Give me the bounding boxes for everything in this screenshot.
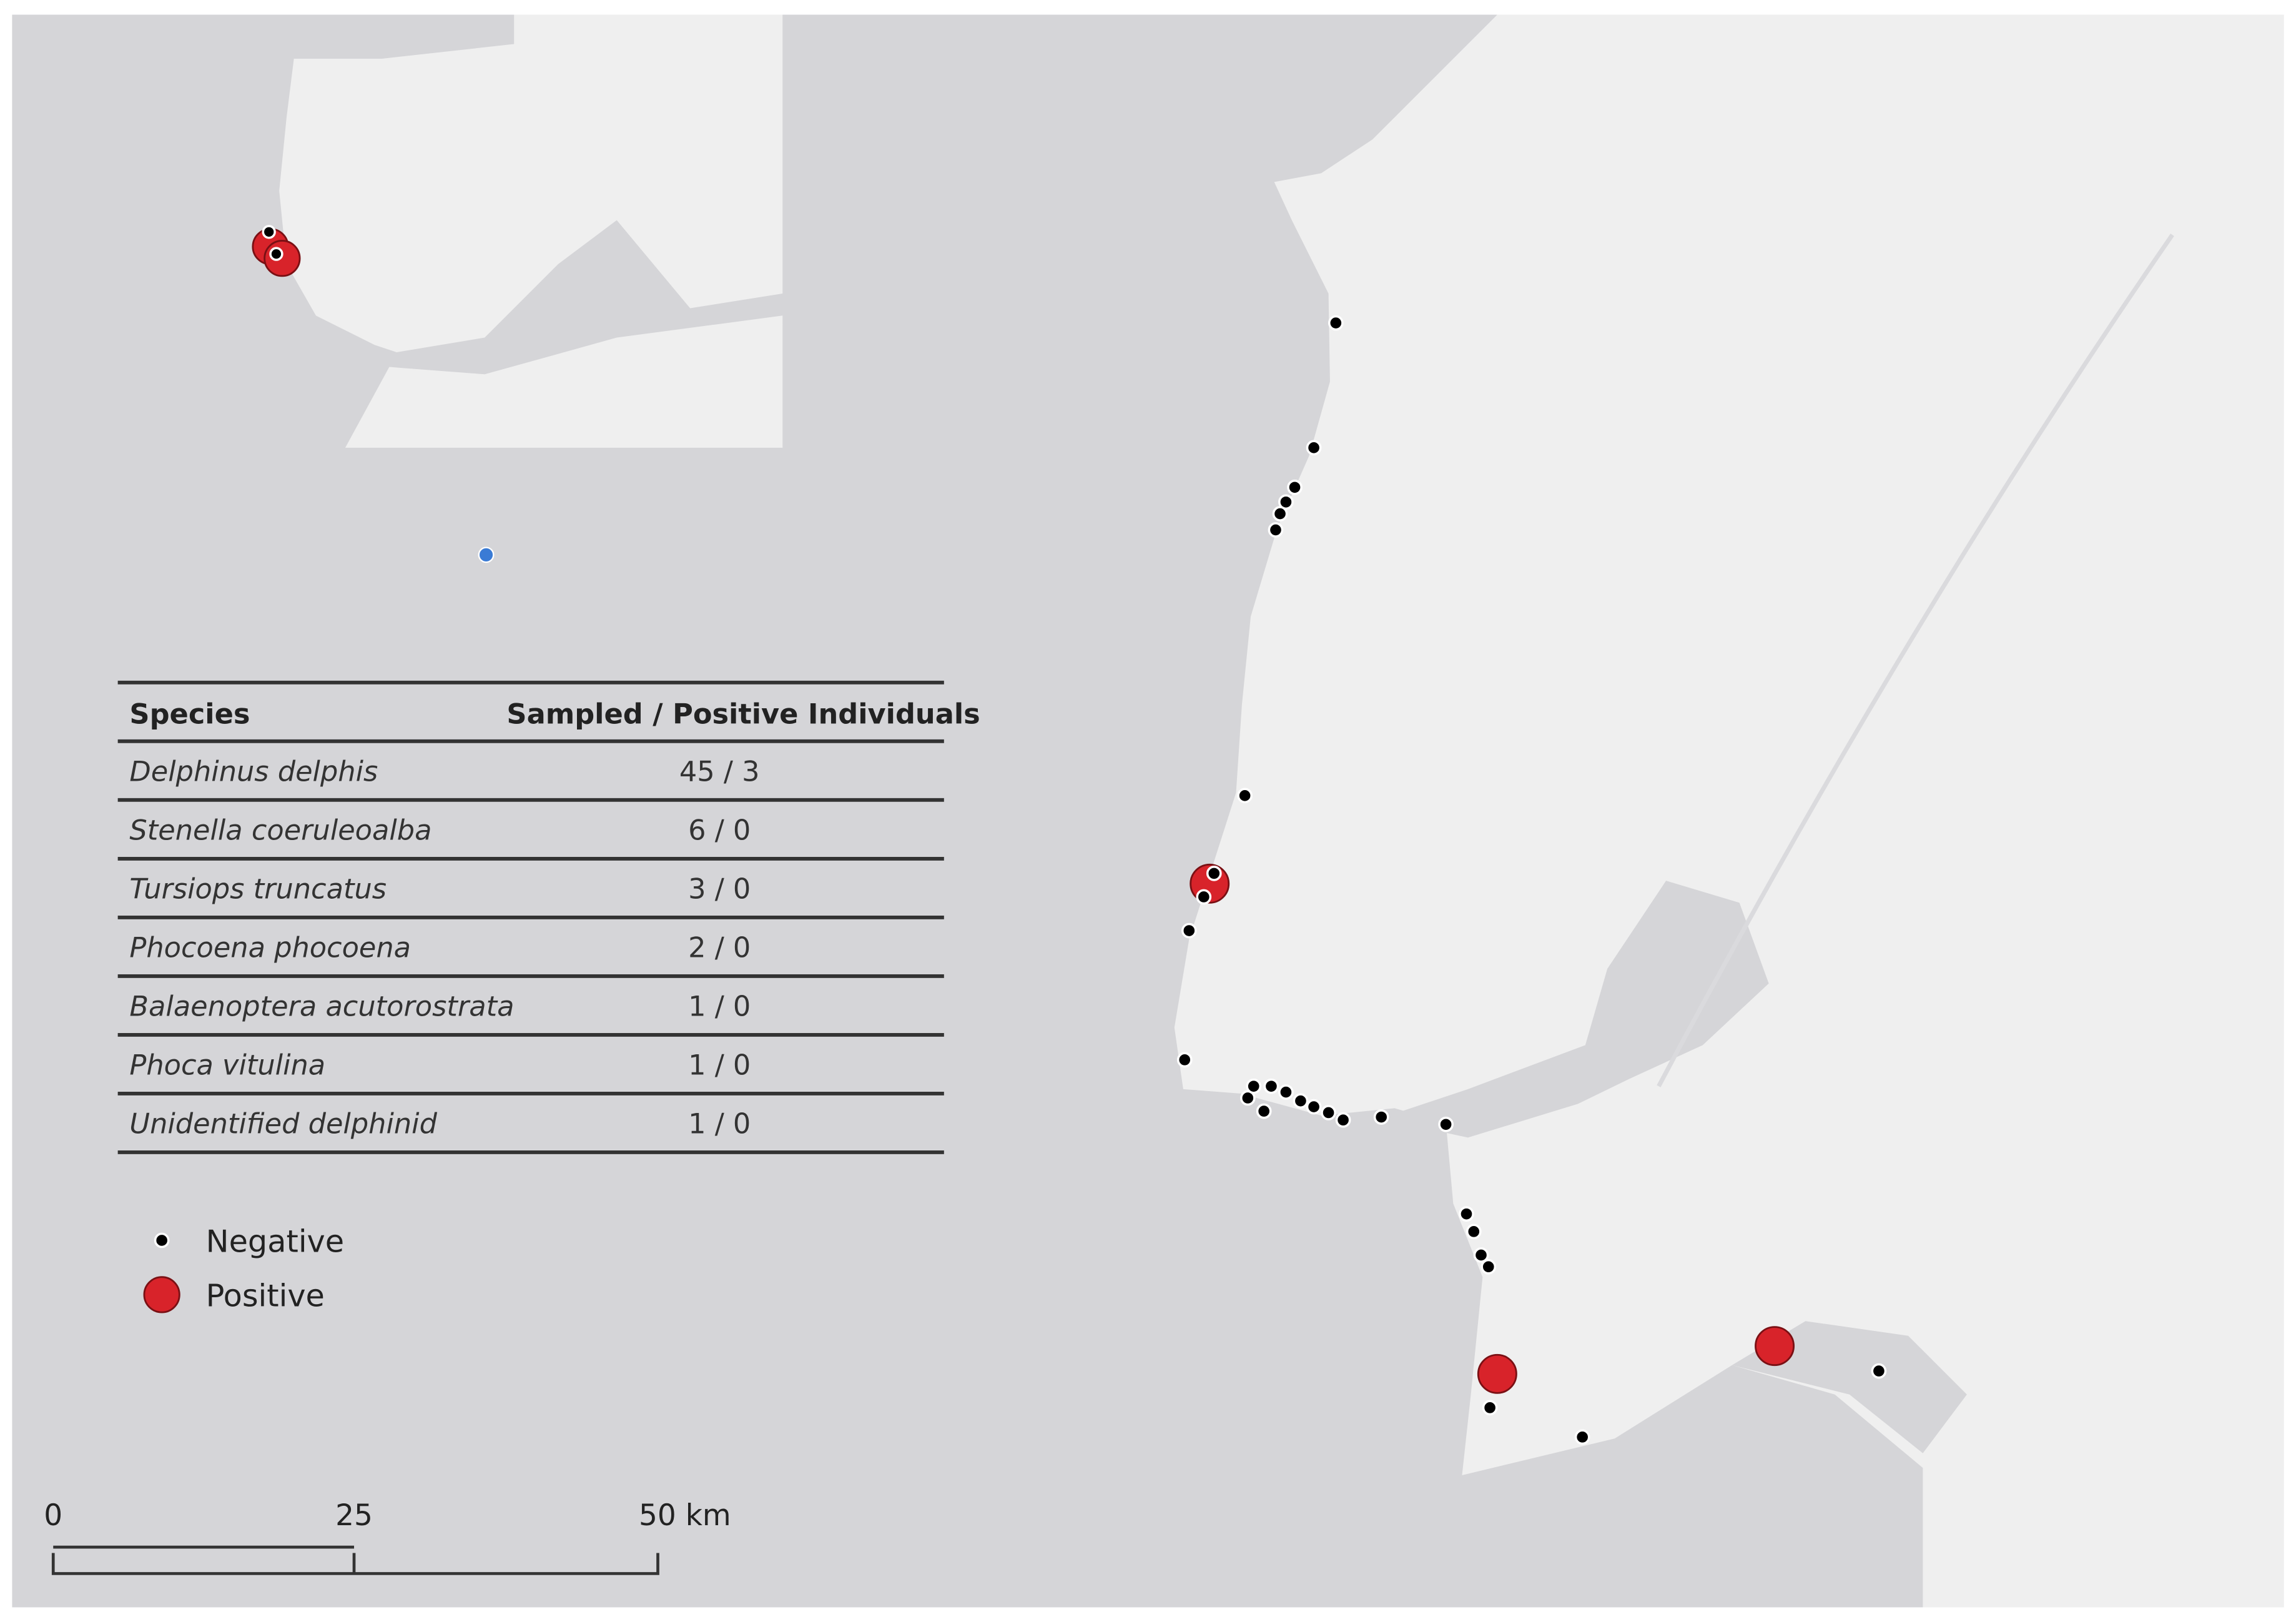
negative-point [1473,1247,1489,1263]
negative-point [1574,1429,1590,1445]
negative-point [1272,506,1288,522]
species-name: Delphinus delphis [129,755,378,788]
estuary [1379,881,1769,1138]
negative-point [1181,922,1197,939]
negative-point [1481,1259,1497,1275]
negative-point [1287,479,1303,495]
legend-symbol [143,1276,180,1313]
scale-label: 0 [44,1498,62,1533]
legend-label: Negative [206,1224,344,1260]
negative-point [1176,1052,1193,1068]
land [1174,14,2284,1608]
negative-point [1466,1224,1482,1240]
sample-count: 1 / 0 [688,1049,751,1081]
location-marker [478,546,495,563]
positive-point [1477,1353,1517,1394]
negative-point [1459,1206,1474,1222]
sample-count: 3 / 0 [688,873,751,905]
negative-point [1263,1078,1279,1094]
sample-count: 6 / 0 [688,814,751,846]
negative-point [1438,1116,1454,1132]
negative-point [1239,1090,1256,1106]
negative-point [1293,1093,1309,1109]
species-table: Species Sampled / Positive Individuals D… [117,680,980,1154]
negative-point [1256,1103,1272,1119]
negative-point [1482,1400,1498,1416]
table-header: Sampled / Positive Individuals [506,698,980,731]
inset-negative [269,247,283,261]
positive-point [1755,1326,1795,1367]
species-name: Phoca vitulina [129,1049,325,1081]
species-name: Balaenoptera acutorostrata [129,990,514,1022]
sample-count: 1 / 0 [688,1107,751,1140]
inset-negative [262,225,276,239]
negative-point [1237,788,1253,804]
negative-point [1306,1099,1322,1115]
scale-line [51,1545,659,1575]
scale-label: 50 km [639,1498,731,1533]
inset-positive [264,240,301,277]
species-name: Stenella coeruleoalba [129,814,431,846]
scale-label: 25 [335,1498,373,1533]
negative-point [1206,866,1222,881]
negative-point [1268,522,1284,538]
negative-point [1196,889,1212,905]
species-name: Phocoena phocoena [129,931,411,964]
legend: Negative Positive [143,1224,344,1314]
species-name: Tursiops truncatus [129,873,387,905]
legend-symbol [154,1232,170,1249]
negative-point [1321,1105,1336,1120]
negative-point [1373,1109,1389,1125]
sample-count: 1 / 0 [688,990,751,1022]
scale-bar: 0 25 50 km [44,1498,731,1575]
negative-points [1176,315,1887,1445]
negative-point [1306,440,1322,456]
inset-africa [345,315,783,448]
negative-point [1278,494,1294,510]
negative-point [1246,1078,1262,1094]
river [1657,234,2174,1087]
negative-point [1871,1363,1887,1379]
sample-count: 2 / 0 [688,931,751,964]
positive-points [1190,863,1795,1394]
negative-point [1335,1112,1351,1128]
legend-label: Positive [206,1278,325,1314]
species-name: Unidentified delphinid [129,1107,437,1140]
sample-count: 45 / 3 [679,755,760,788]
inset-iberia [279,14,783,353]
negative-point [1278,1084,1294,1100]
negative-point [1328,315,1344,331]
table-header: Species [129,698,250,731]
